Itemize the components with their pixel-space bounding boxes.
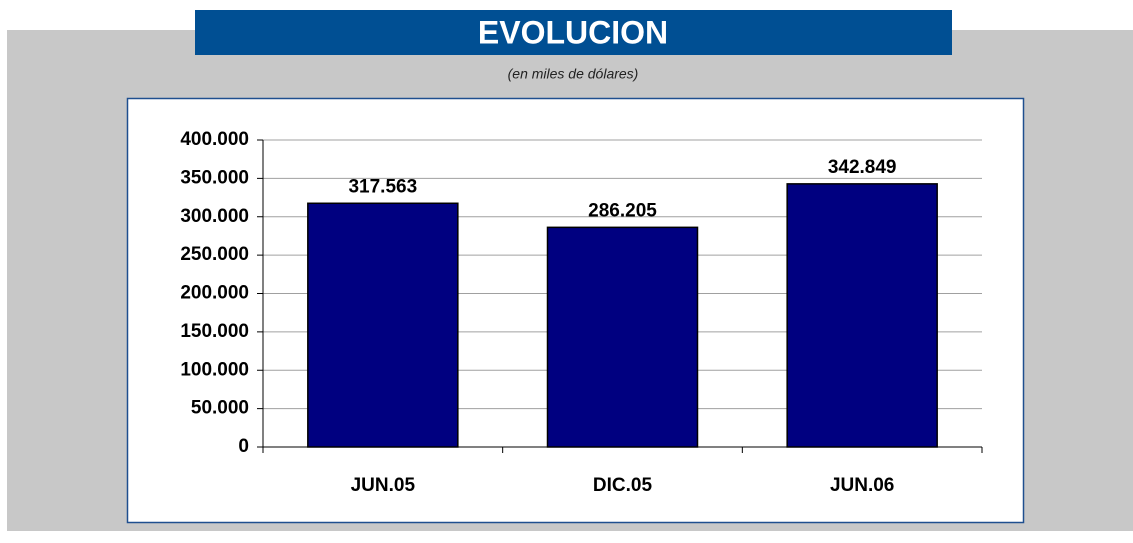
y-tick-label: 250.000 bbox=[180, 244, 249, 265]
bar bbox=[786, 183, 938, 448]
chart-title: EVOLUCION bbox=[478, 14, 668, 50]
y-tick-label: 350.000 bbox=[180, 167, 249, 188]
chart-subtitle: (en miles de dólares) bbox=[508, 66, 639, 82]
y-tick-label: 300.000 bbox=[180, 206, 249, 227]
y-tick-label: 400.000 bbox=[180, 129, 249, 150]
x-tick-label: DIC.05 bbox=[593, 475, 653, 496]
value-label: 286.205 bbox=[588, 200, 657, 221]
y-tick-label: 0 bbox=[238, 436, 249, 457]
y-tick-label: 150.000 bbox=[180, 321, 249, 342]
y-tick-label: 50.000 bbox=[191, 398, 249, 419]
bar bbox=[546, 226, 699, 448]
title-bar bbox=[195, 10, 952, 55]
x-tick-label: JUN.05 bbox=[351, 475, 416, 496]
bar bbox=[307, 202, 459, 448]
value-label: 317.563 bbox=[348, 176, 417, 197]
y-tick-label: 100.000 bbox=[180, 359, 249, 380]
value-label: 342.849 bbox=[828, 157, 897, 178]
y-tick-label: 200.000 bbox=[180, 283, 249, 304]
x-tick-label: JUN.06 bbox=[830, 475, 894, 496]
